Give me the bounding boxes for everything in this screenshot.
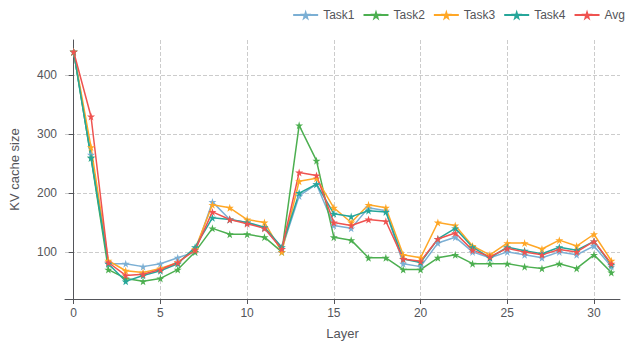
- svg-text:300: 300: [37, 127, 57, 141]
- svg-text:10: 10: [240, 306, 254, 320]
- svg-text:Layer: Layer: [326, 326, 359, 341]
- svg-text:25: 25: [501, 306, 515, 320]
- svg-text:200: 200: [37, 186, 57, 200]
- svg-text:Task3: Task3: [464, 8, 496, 22]
- svg-text:30: 30: [587, 306, 601, 320]
- svg-text:100: 100: [37, 245, 57, 259]
- svg-text:15: 15: [327, 306, 341, 320]
- svg-text:Avg: Avg: [605, 8, 625, 22]
- svg-text:KV cache size: KV cache size: [7, 128, 22, 210]
- svg-text:400: 400: [37, 68, 57, 82]
- svg-text:Task2: Task2: [393, 8, 425, 22]
- svg-text:5: 5: [157, 306, 164, 320]
- svg-text:0: 0: [70, 306, 77, 320]
- svg-text:Task1: Task1: [323, 8, 355, 22]
- svg-text:20: 20: [414, 306, 428, 320]
- svg-text:Task4: Task4: [534, 8, 566, 22]
